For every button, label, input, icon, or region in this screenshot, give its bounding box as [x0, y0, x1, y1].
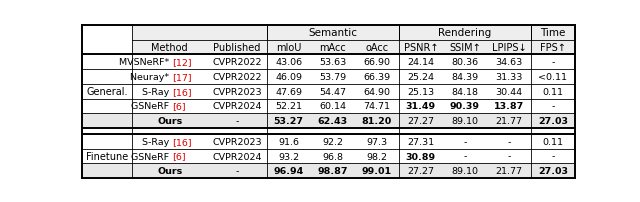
Text: 92.2: 92.2: [322, 137, 343, 146]
Text: 0.11: 0.11: [543, 137, 563, 146]
Text: 31.33: 31.33: [495, 73, 523, 82]
Text: CVPR2022: CVPR2022: [212, 58, 262, 67]
Text: 21.77: 21.77: [495, 166, 522, 175]
Text: LPIPS↓: LPIPS↓: [492, 43, 526, 53]
Text: General.: General.: [86, 87, 128, 97]
Text: S-Ray: S-Ray: [142, 87, 172, 96]
Text: 30.89: 30.89: [406, 152, 436, 161]
Text: 64.90: 64.90: [364, 87, 390, 96]
Text: 98.2: 98.2: [366, 152, 387, 161]
Text: 91.6: 91.6: [278, 137, 299, 146]
Text: 84.39: 84.39: [451, 73, 479, 82]
Text: PSNR↑: PSNR↑: [404, 43, 438, 53]
Text: 74.71: 74.71: [364, 102, 390, 111]
Text: S-Ray: S-Ray: [142, 137, 172, 146]
Text: -: -: [508, 152, 511, 161]
Text: -: -: [551, 102, 555, 111]
Text: SSIM↑: SSIM↑: [449, 43, 481, 53]
Text: MVSNeRF*: MVSNeRF*: [119, 58, 172, 67]
Text: 53.79: 53.79: [319, 73, 346, 82]
Text: mIoU: mIoU: [276, 43, 301, 53]
Text: 31.49: 31.49: [406, 102, 436, 111]
Text: 13.87: 13.87: [494, 102, 524, 111]
Text: -: -: [463, 152, 467, 161]
Bar: [132, 40, 575, 55]
Text: Semantic: Semantic: [308, 28, 357, 38]
Text: 98.87: 98.87: [317, 166, 348, 175]
Text: 27.31: 27.31: [407, 137, 435, 146]
Text: 66.90: 66.90: [364, 58, 390, 67]
Text: -: -: [236, 117, 239, 125]
Text: Neuray*: Neuray*: [130, 73, 172, 82]
Bar: [132, 26, 575, 40]
Text: 0.11: 0.11: [543, 87, 563, 96]
Bar: [83, 114, 575, 128]
Text: mAcc: mAcc: [319, 43, 346, 53]
Text: FPS↑: FPS↑: [540, 43, 566, 53]
Text: 25.24: 25.24: [407, 73, 435, 82]
Text: 25.13: 25.13: [407, 87, 435, 96]
Text: CVPR2023: CVPR2023: [212, 87, 262, 96]
Text: 60.14: 60.14: [319, 102, 346, 111]
Text: 34.63: 34.63: [495, 58, 522, 67]
Text: 24.14: 24.14: [407, 58, 435, 67]
Text: Time: Time: [540, 28, 566, 38]
Text: 97.3: 97.3: [366, 137, 387, 146]
Text: 52.21: 52.21: [275, 102, 302, 111]
Text: 27.27: 27.27: [407, 166, 435, 175]
Text: -: -: [551, 152, 555, 161]
Text: 96.8: 96.8: [322, 152, 343, 161]
Text: [6]: [6]: [172, 152, 186, 161]
Text: 46.09: 46.09: [275, 73, 302, 82]
Text: 27.27: 27.27: [407, 117, 435, 125]
Text: Rendering: Rendering: [438, 28, 492, 38]
Text: Method: Method: [152, 43, 188, 53]
Text: oAcc: oAcc: [365, 43, 388, 53]
Text: CVPR2022: CVPR2022: [212, 73, 262, 82]
Text: 99.01: 99.01: [362, 166, 392, 175]
Text: CVPR2023: CVPR2023: [212, 137, 262, 146]
Text: Ours: Ours: [157, 117, 182, 125]
Text: 96.94: 96.94: [273, 166, 304, 175]
Text: 89.10: 89.10: [451, 117, 478, 125]
Text: [12]: [12]: [172, 58, 192, 67]
Text: 21.77: 21.77: [495, 117, 522, 125]
Text: CVPR2024: CVPR2024: [212, 152, 262, 161]
Text: -: -: [508, 137, 511, 146]
Text: -: -: [551, 58, 555, 67]
Text: 80.36: 80.36: [451, 58, 479, 67]
Text: [16]: [16]: [172, 137, 192, 146]
Text: 66.39: 66.39: [363, 73, 390, 82]
Text: 84.18: 84.18: [451, 87, 478, 96]
Bar: [83, 164, 575, 178]
Text: [6]: [6]: [172, 102, 186, 111]
Text: -: -: [236, 166, 239, 175]
Text: Published: Published: [213, 43, 260, 53]
Text: -: -: [463, 137, 467, 146]
Text: 43.06: 43.06: [275, 58, 302, 67]
Text: 27.03: 27.03: [538, 166, 568, 175]
Text: GSNeRF: GSNeRF: [131, 152, 172, 161]
Text: 47.69: 47.69: [275, 87, 302, 96]
Text: 27.03: 27.03: [538, 117, 568, 125]
Text: CVPR2024: CVPR2024: [212, 102, 262, 111]
Text: Ours: Ours: [157, 166, 182, 175]
Text: 89.10: 89.10: [451, 166, 478, 175]
Text: 53.63: 53.63: [319, 58, 346, 67]
Text: Finetune: Finetune: [86, 151, 129, 161]
Text: 53.27: 53.27: [274, 117, 303, 125]
Text: 81.20: 81.20: [362, 117, 392, 125]
Text: [17]: [17]: [172, 73, 192, 82]
Text: 93.2: 93.2: [278, 152, 299, 161]
Text: 54.47: 54.47: [319, 87, 346, 96]
Text: GSNeRF: GSNeRF: [131, 102, 172, 111]
Text: 62.43: 62.43: [317, 117, 348, 125]
Text: 90.39: 90.39: [450, 102, 480, 111]
Text: 30.44: 30.44: [495, 87, 522, 96]
Text: [16]: [16]: [172, 87, 192, 96]
Text: <0.11: <0.11: [538, 73, 568, 82]
